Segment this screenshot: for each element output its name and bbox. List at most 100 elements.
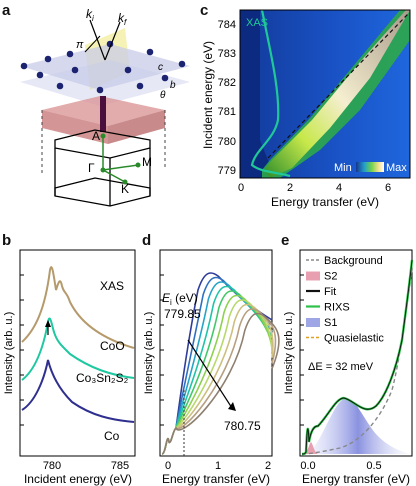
b-y-axis-label: Intensity (arb. u.) xyxy=(3,312,15,395)
ytick-3: 782 xyxy=(218,77,236,89)
s1-component xyxy=(306,398,410,454)
legend-label-1: S2 xyxy=(324,271,337,283)
dispersion-guide xyxy=(267,13,409,159)
legend-label-3: RIXS xyxy=(324,302,350,314)
b-x-axis-label: Incident energy (eV) xyxy=(24,472,132,486)
x-tick-labels: 0 2 4 6 xyxy=(238,182,391,194)
d-energy-arrow xyxy=(187,339,233,409)
d-energy-arrowhead xyxy=(228,402,236,411)
ytick-0: 779 xyxy=(218,165,236,177)
panel-b-xas: XAS CoO Co₃Sn₂S₂ Co 780 785 Incident ene… xyxy=(3,249,136,486)
d-xtick-0: 0 xyxy=(165,460,171,472)
e-xtick-1: 0.5 xyxy=(366,460,381,472)
xas-curve xyxy=(21,266,135,349)
e-xtick-0: 0.0 xyxy=(300,460,315,472)
point-K-label: K xyxy=(121,182,129,196)
d-y-axis-label: Intensity (arb. u.) xyxy=(143,312,155,395)
legend-symbol-4 xyxy=(306,318,320,327)
b-xtick-0: 780 xyxy=(43,460,61,472)
peak-arrowhead xyxy=(45,320,51,327)
b-xticks: 780 785 xyxy=(43,460,129,472)
e-yticks xyxy=(300,274,304,426)
map-ridge xyxy=(264,10,410,178)
panel-a-letter: a xyxy=(2,2,11,19)
xas-inset-label: XAS xyxy=(246,17,268,29)
e-y-axis-label: Intensity (arb. u.) xyxy=(283,312,295,395)
ytick-1: 780 xyxy=(218,136,236,148)
end-energy-label: 780.75 xyxy=(224,419,261,433)
e-legend: Background S2 Fit RIXS S1 Quasielastic xyxy=(306,255,384,345)
pi-label: π xyxy=(76,39,84,51)
ytick-5: 784 xyxy=(218,19,236,31)
ki-label: ki xyxy=(86,7,94,23)
theta-label: θ xyxy=(160,90,166,101)
fit-curve xyxy=(301,259,413,455)
pi-polarization xyxy=(84,35,101,53)
atomic-plane-top xyxy=(20,44,190,90)
legend-label-2: Fit xyxy=(324,286,336,298)
point-Gamma-label: Γ xyxy=(88,161,95,175)
e-frame xyxy=(299,249,413,457)
d-yticks xyxy=(160,274,164,426)
y-tick-labels: 779 780 781 782 783 784 xyxy=(218,19,236,177)
kf-arrow xyxy=(104,21,121,61)
b-yticks xyxy=(20,274,24,426)
red-slab-side-left xyxy=(42,110,108,144)
x-axis-label: Energy transfer (eV) xyxy=(271,195,379,209)
delta-e-label: ΔE = 32 meV xyxy=(308,361,374,373)
xtick-0: 0 xyxy=(238,182,244,194)
co-curve xyxy=(21,359,135,423)
ytick-2: 781 xyxy=(218,106,236,118)
d-xtick-2: 2 xyxy=(265,460,271,472)
b-frame xyxy=(19,249,136,457)
map-left-band xyxy=(240,10,275,178)
coo-label: CoO xyxy=(100,339,125,353)
xtick-3: 6 xyxy=(385,182,391,194)
co3sn2s2-label: Co₃Sn₂S₂ xyxy=(76,371,129,385)
xtick-1: 2 xyxy=(287,182,293,194)
panel-e-letter: e xyxy=(281,232,290,249)
panel-d-letter: d xyxy=(142,232,152,249)
colorbar-max-label: Max xyxy=(386,162,407,174)
ytick-4: 783 xyxy=(218,48,236,60)
e-xticks: 0.0 0.5 xyxy=(300,460,381,472)
panel-c-letter: c xyxy=(200,2,209,19)
d-spectrum-9 xyxy=(161,312,280,455)
panel-e-fit: Background S2 Fit RIXS S1 Quasielastic ΔE = 3… xyxy=(283,249,414,486)
q-vector-bar xyxy=(100,96,106,132)
s2-component xyxy=(304,442,318,454)
point-M-label: M xyxy=(142,155,152,169)
coo-curve xyxy=(21,317,135,381)
background-curve xyxy=(301,269,413,455)
ei-label: Ei (eV) xyxy=(162,291,198,307)
brillouin-zone xyxy=(54,129,151,207)
xas-inset-curve xyxy=(250,9,291,178)
axis-b-label: b xyxy=(170,80,176,91)
legend-label-5: Quasielastic xyxy=(324,333,384,345)
b-xtick-1: 785 xyxy=(111,460,129,472)
panel-a-schematic: ki kf π c b θ A Γ M K xyxy=(20,7,190,207)
d-xtick-1: 1 xyxy=(215,460,221,472)
symmetry-path xyxy=(100,133,141,185)
panel-c-rixs-map: XAS Min Max 779 780 781 782 783 784 0 2 … xyxy=(201,9,411,209)
y-axis-label: Incident energy (eV) xyxy=(201,41,215,149)
point-A-label: A xyxy=(92,129,100,143)
colorbar-min-label: Min xyxy=(334,162,352,174)
legend-symbol-1 xyxy=(306,271,320,281)
xtick-2: 4 xyxy=(336,182,342,194)
start-energy-label: 779.85 xyxy=(164,307,201,321)
colorbar xyxy=(356,162,384,172)
d-curves xyxy=(161,272,280,455)
legend-label-0: Background xyxy=(324,255,383,267)
d-x-axis-label: Energy transfer (eV) xyxy=(162,472,270,486)
d-xticks: 0 1 2 xyxy=(165,460,271,472)
co-label: Co xyxy=(104,429,120,443)
panel-b-letter: b xyxy=(2,232,12,249)
e-x-axis-label: Energy transfer (eV) xyxy=(302,472,410,486)
atomic-plane-bottom xyxy=(20,60,190,106)
panel-d-spectra: Ei (eV) 779.85 780.75 0 1 2 Energy trans… xyxy=(143,249,280,486)
legend-label-4: S1 xyxy=(324,317,337,329)
axis-c-label: c xyxy=(158,62,163,73)
map-frame xyxy=(239,9,411,179)
kf-label: kf xyxy=(118,11,127,27)
